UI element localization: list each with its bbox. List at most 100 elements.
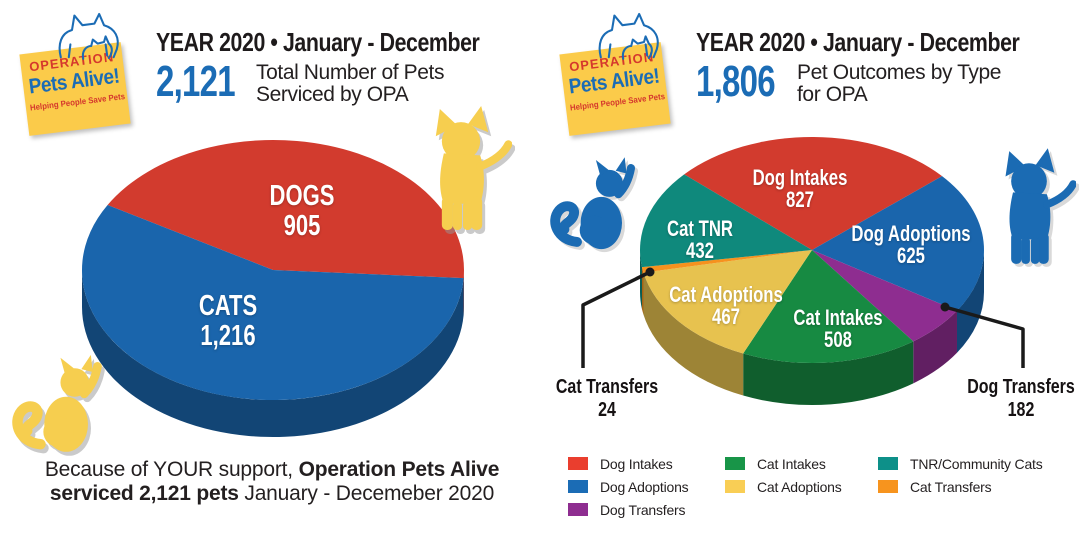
legend-column-3: TNR/Community Cats Cat Transfers	[878, 455, 1043, 495]
slice-label-cats-name: CATS	[198, 290, 258, 322]
legend-swatch	[878, 457, 898, 470]
pie-slice-side-cats	[82, 270, 464, 437]
legend-swatch	[568, 503, 588, 516]
slice-label-dog-intakes: Dog Intakes 827	[753, 167, 848, 211]
pie-slice-dogs	[107, 140, 465, 279]
slice-label-dog-adoptions: Dog Adoptions 625	[851, 223, 970, 267]
slice-label-cat-adoptions-value: 467	[712, 304, 740, 329]
callout-cat-transfers-value: 24	[598, 399, 616, 421]
slice-label-cats-value: 1,216	[200, 320, 256, 352]
legend-column-1: Dog Intakes Dog Adoptions Dog Transfers	[568, 455, 689, 518]
pie-slice-cat-tnr	[640, 174, 812, 268]
slice-label-cat-intakes-value: 508	[824, 327, 852, 352]
slice-label-cat-intakes-name: Cat Intakes	[793, 305, 883, 330]
footer-bold1: Operation Pets Alive	[298, 458, 500, 481]
callout-dog-transfers-value: 182	[1007, 399, 1035, 421]
slice-label-cat-tnr: Cat TNR 432	[667, 218, 733, 262]
left-stat-caption-line1: Total Number of Pets	[256, 61, 445, 84]
logo-lineart-cat-icon	[81, 35, 113, 60]
slice-label-cat-intakes: Cat Intakes 508	[793, 307, 882, 351]
cat-transfers-leader-line	[581, 270, 651, 368]
right-stat-caption-line2: for OPA	[797, 83, 868, 106]
footer-line2: serviced 2,121 pets January - Decemeber …	[12, 482, 532, 506]
yellow-cat-silhouette-icon	[12, 354, 102, 452]
slice-label-dog-intakes-value: 827	[786, 187, 814, 212]
legend-swatch	[725, 457, 745, 470]
legend-label: Cat Transfers	[910, 478, 992, 495]
left-stat-caption-line2: Serviced by OPA	[256, 83, 409, 106]
left-footer-text: Because of YOUR support, Operation Pets …	[12, 458, 532, 506]
legend-label: Cat Intakes	[757, 455, 826, 472]
legend-label: Dog Intakes	[600, 455, 673, 472]
legend-column-2: Cat Intakes Cat Adoptions	[725, 455, 842, 495]
pie-slice-side-cat-adoptions	[643, 272, 744, 396]
legend-item-cat-intakes: Cat Intakes	[725, 455, 842, 472]
legend-item-dog-adoptions: Dog Adoptions	[568, 478, 689, 495]
pie-slice-cats	[81, 205, 464, 401]
pie-slice-side-cat-tnr	[640, 250, 642, 310]
pie-slice-side-cat-intakes	[743, 341, 914, 406]
right-stat-value: 1,806	[696, 57, 776, 106]
pie-slice-dog-adoptions	[812, 176, 984, 311]
footer-prefix: Because of YOUR support,	[44, 458, 299, 481]
legend-item-cat-transfers: Cat Transfers	[878, 478, 1043, 495]
legend-label: TNR/Community Cats	[910, 455, 1043, 472]
legend-label: Cat Adoptions	[757, 478, 842, 495]
pie-slice-cat-intakes	[743, 250, 914, 363]
slice-label-dogs: DOGS 905	[270, 181, 335, 241]
yellow-dog-silhouette-icon	[435, 106, 512, 230]
footer-bold2: serviced 2,121 pets	[49, 482, 239, 505]
legend-item-tnr-community-cats: TNR/Community Cats	[878, 455, 1043, 472]
legend-swatch	[725, 480, 745, 493]
slice-label-dog-adoptions-value: 625	[897, 243, 925, 268]
callout-dog-transfers: Dog Transfers 182	[967, 376, 1075, 422]
legend-item-dog-intakes: Dog Intakes	[568, 455, 688, 472]
callout-dog-transfers-name: Dog Transfers	[967, 376, 1075, 398]
slice-label-cat-adoptions: Cat Adoptions 467	[669, 284, 783, 328]
legend-swatch	[568, 480, 588, 493]
footer-line1: Because of YOUR support, Operation Pets …	[12, 458, 532, 482]
blue-dog-silhouette-icon	[1005, 148, 1076, 264]
left-stat-caption: Total Number of Pets Serviced by OPA	[256, 62, 444, 106]
pie-slice-side-dog-adoptions	[956, 250, 984, 353]
blue-cat-silhouette-icon	[550, 157, 636, 250]
right-title: YEAR 2020 • January - December	[696, 27, 1020, 57]
opa-logo-left: OPERATION Pets Alive! Helping People Sav…	[19, 6, 150, 136]
callout-cat-transfers: Cat Transfers 24	[556, 376, 658, 422]
cat-transfers-leader-dot	[645, 267, 655, 277]
left-stat-value: 2,121	[156, 57, 236, 106]
slice-label-dog-adoptions-name: Dog Adoptions	[851, 221, 971, 246]
dog-transfers-leader-dot	[940, 302, 950, 312]
logo-lineart-dog-icon	[58, 12, 119, 59]
pie-slice-dog-transfers	[812, 250, 957, 342]
pie-slice-dog-intakes	[684, 137, 943, 250]
dog-transfers-leader-line	[944, 305, 1025, 368]
slice-label-dogs-name: DOGS	[269, 180, 335, 212]
legend-swatch	[878, 480, 898, 493]
logo-pets-lineart-icon	[58, 12, 119, 60]
legend-swatch	[568, 457, 588, 470]
legend-item-dog-transfers: Dog Transfers	[568, 501, 688, 518]
legend-item-cat-adoptions: Cat Adoptions	[725, 478, 842, 495]
slice-label-dog-intakes-name: Dog Intakes	[752, 165, 848, 190]
logo-pets-lineart-icon	[598, 12, 659, 60]
legend-label: Dog Transfers	[600, 501, 686, 518]
right-stat-caption: Pet Outcomes by Type for OPA	[797, 62, 1001, 106]
slice-label-cats: CATS 1,216	[199, 291, 257, 351]
callout-cat-transfers-name: Cat Transfers	[555, 376, 659, 398]
slice-label-cat-adoptions-name: Cat Adoptions	[669, 282, 783, 307]
footer-suffix: January - Decemeber 2020	[238, 482, 495, 505]
pie-slice-side-cat-transfers	[641, 267, 644, 315]
legend-label: Dog Adoptions	[600, 478, 689, 495]
logo-lineart-dog-legs	[67, 43, 109, 59]
opa-logo-right: OPERATION Pets Alive! Helping People Sav…	[559, 6, 690, 136]
slice-label-cat-tnr-value: 432	[686, 238, 714, 263]
pie-slice-side-dog-transfers	[913, 310, 957, 384]
pie-slice-cat-adoptions	[643, 250, 812, 354]
slice-label-cat-tnr-name: Cat TNR	[667, 216, 733, 241]
left-title: YEAR 2020 • January - December	[156, 27, 480, 57]
